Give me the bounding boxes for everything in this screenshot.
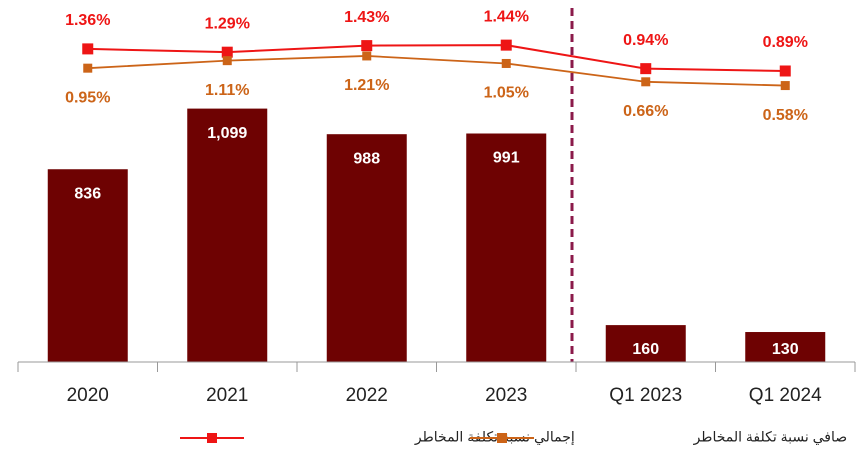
- x-tick-label: 2020: [67, 385, 109, 406]
- line-marker: [362, 51, 372, 61]
- line-value-label: 0.58%: [763, 107, 808, 124]
- bar-value-label: 160: [632, 341, 659, 358]
- line-marker: [221, 46, 233, 58]
- line-value-label: 1.05%: [484, 85, 529, 102]
- bar: [47, 169, 128, 362]
- line-marker: [222, 56, 232, 66]
- x-tick-label: 2021: [206, 385, 248, 406]
- bar: [326, 134, 407, 362]
- line-marker: [82, 43, 94, 55]
- bar-value-label: 988: [353, 150, 380, 167]
- bar: [745, 332, 826, 362]
- line-value-label: 0.95%: [65, 89, 110, 106]
- bar: [187, 108, 268, 362]
- x-tick-label: 2022: [346, 385, 388, 406]
- x-tick-label: Q1 2024: [749, 385, 822, 406]
- line-marker: [361, 40, 373, 52]
- line-marker: [500, 39, 512, 51]
- bar: [605, 325, 686, 362]
- line-value-label: 0.66%: [623, 103, 668, 120]
- legend-marker: [497, 433, 507, 443]
- line: [87, 55, 786, 87]
- line-marker: [501, 58, 511, 68]
- bar-value-label: 991: [493, 150, 520, 167]
- bar: [466, 133, 547, 362]
- bar-value-label: 130: [772, 341, 799, 358]
- line-marker: [641, 77, 651, 87]
- line: [87, 44, 786, 72]
- line-value-label: 0.94%: [623, 32, 668, 49]
- x-tick-label: Q1 2023: [609, 385, 682, 406]
- bar-value-label: 836: [74, 185, 101, 202]
- line-marker: [780, 81, 790, 91]
- legend-label: صافي نسبة تكلفة المخاطر: [693, 429, 848, 446]
- line-value-label: 1.44%: [484, 8, 529, 25]
- line-marker: [779, 65, 791, 77]
- line-value-label: 1.43%: [344, 9, 389, 26]
- line-marker: [83, 63, 93, 73]
- line-value-label: 0.89%: [763, 34, 808, 51]
- line-value-label: 1.36%: [65, 12, 110, 29]
- line-marker: [640, 63, 652, 75]
- line-value-label: 1.21%: [344, 77, 389, 94]
- line-value-label: 1.29%: [205, 15, 250, 32]
- bar-value-label: 1,099: [207, 125, 247, 142]
- x-tick-label: 2023: [485, 385, 527, 406]
- legend-marker: [207, 433, 217, 443]
- line-value-label: 1.11%: [205, 82, 249, 99]
